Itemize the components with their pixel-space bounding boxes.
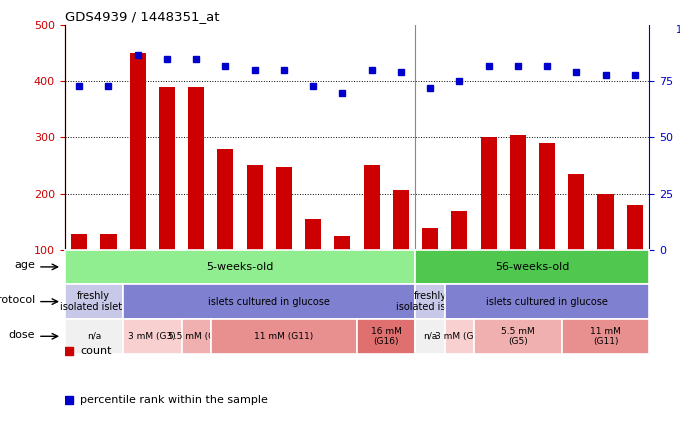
Bar (188, 87, 204, 250)
Bar (510, 135, 526, 250)
Text: islets cultured in glucose: islets cultured in glucose (208, 297, 330, 307)
Bar (598, 194, 613, 250)
Bar (481, 137, 496, 250)
Text: 3 mM (G3): 3 mM (G3) (129, 332, 176, 341)
Bar (568, 174, 584, 250)
Bar (393, 190, 409, 250)
Bar (335, 236, 350, 250)
Text: islets cultured in glucose: islets cultured in glucose (486, 297, 608, 307)
Bar (218, 149, 233, 250)
Text: GDS4939 / 1448351_at: GDS4939 / 1448351_at (65, 10, 219, 23)
Text: 16 mM
(G16): 16 mM (G16) (371, 327, 402, 346)
Text: 5.5 mM
(G5): 5.5 mM (G5) (501, 327, 534, 346)
Bar (539, 143, 555, 250)
Bar (452, 212, 467, 250)
Text: 5-weeks-old: 5-weeks-old (206, 262, 274, 272)
Text: protocol: protocol (0, 295, 35, 305)
Bar (247, 165, 262, 250)
Text: 5.5 mM (G5): 5.5 mM (G5) (168, 332, 224, 341)
Text: 11 mM
(G11): 11 mM (G11) (590, 327, 621, 346)
Text: 3 mM (G3): 3 mM (G3) (435, 332, 483, 341)
Text: count: count (80, 346, 112, 356)
Bar (101, 234, 116, 250)
Text: dose: dose (8, 330, 35, 340)
Bar (627, 205, 643, 250)
Bar (276, 167, 292, 250)
Bar (364, 165, 379, 250)
Bar (159, 87, 175, 250)
Bar (422, 228, 438, 250)
Text: n/a: n/a (423, 332, 437, 341)
Text: 56-weeks-old: 56-weeks-old (495, 262, 570, 272)
Text: age: age (14, 260, 35, 270)
Text: freshly
isolated islets: freshly isolated islets (396, 291, 464, 313)
Text: percentile rank within the sample: percentile rank within the sample (80, 395, 268, 405)
Text: n/a: n/a (87, 332, 101, 341)
Text: 100%: 100% (676, 25, 680, 36)
Text: 11 mM (G11): 11 mM (G11) (254, 332, 313, 341)
Bar (71, 234, 87, 250)
Text: freshly
isolated islets: freshly isolated islets (61, 291, 127, 313)
Bar (130, 53, 146, 250)
Bar (305, 219, 321, 250)
